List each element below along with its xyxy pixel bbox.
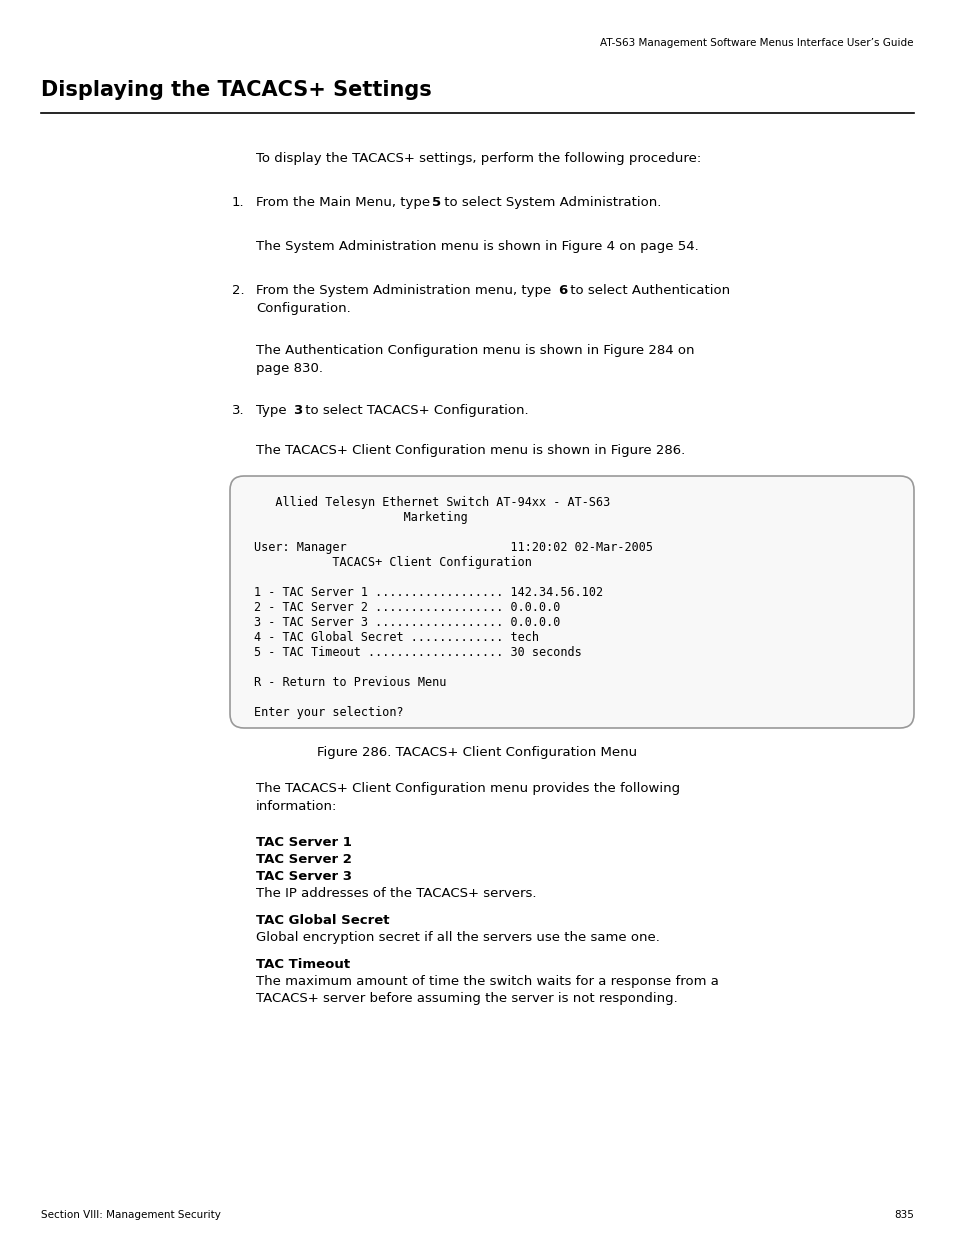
Text: 5 - TAC Timeout ................... 30 seconds: 5 - TAC Timeout ................... 30 s… <box>253 646 581 659</box>
Text: to select Authentication: to select Authentication <box>565 284 729 296</box>
Text: From the System Administration menu, type: From the System Administration menu, typ… <box>255 284 555 296</box>
Text: TACACS+ server before assuming the server is not responding.: TACACS+ server before assuming the serve… <box>255 992 677 1005</box>
Text: TAC Global Secret: TAC Global Secret <box>255 914 389 927</box>
Text: 5: 5 <box>432 196 440 209</box>
Text: 3 - TAC Server 3 .................. 0.0.0.0: 3 - TAC Server 3 .................. 0.0.… <box>253 616 559 629</box>
Text: information:: information: <box>255 800 337 813</box>
Text: The maximum amount of time the switch waits for a response from a: The maximum amount of time the switch wa… <box>255 974 719 988</box>
Text: TAC Timeout: TAC Timeout <box>255 958 350 971</box>
Text: Figure 286. TACACS+ Client Configuration Menu: Figure 286. TACACS+ Client Configuration… <box>316 746 637 760</box>
Text: 4 - TAC Global Secret ............. tech: 4 - TAC Global Secret ............. tech <box>253 631 538 643</box>
Text: Global encryption secret if all the servers use the same one.: Global encryption secret if all the serv… <box>255 931 659 944</box>
Text: The System Administration menu is shown in Figure 4 on page 54.: The System Administration menu is shown … <box>255 240 698 253</box>
Text: The Authentication Configuration menu is shown in Figure 284 on: The Authentication Configuration menu is… <box>255 345 694 357</box>
Text: 3.: 3. <box>232 404 244 417</box>
Text: page 830.: page 830. <box>255 362 323 375</box>
Text: Type: Type <box>255 404 291 417</box>
Text: TAC Server 3: TAC Server 3 <box>255 869 352 883</box>
FancyBboxPatch shape <box>230 475 913 727</box>
Text: 1 - TAC Server 1 .................. 142.34.56.102: 1 - TAC Server 1 .................. 142.… <box>253 585 602 599</box>
Text: TAC Server 2: TAC Server 2 <box>255 853 352 866</box>
Text: TACACS+ Client Configuration: TACACS+ Client Configuration <box>253 556 532 569</box>
Text: The IP addresses of the TACACS+ servers.: The IP addresses of the TACACS+ servers. <box>255 887 536 900</box>
Text: The TACACS+ Client Configuration menu is shown in Figure 286.: The TACACS+ Client Configuration menu is… <box>255 445 684 457</box>
Text: R - Return to Previous Menu: R - Return to Previous Menu <box>253 676 446 689</box>
Text: Configuration.: Configuration. <box>255 303 351 315</box>
Text: 1.: 1. <box>232 196 244 209</box>
Text: 835: 835 <box>893 1210 913 1220</box>
Text: Marketing: Marketing <box>253 511 467 524</box>
Text: User: Manager                       11:20:02 02-Mar-2005: User: Manager 11:20:02 02-Mar-2005 <box>253 541 652 555</box>
Text: TAC Server 1: TAC Server 1 <box>255 836 352 848</box>
Text: to select System Administration.: to select System Administration. <box>439 196 660 209</box>
Text: 2.: 2. <box>232 284 244 296</box>
Text: to select TACACS+ Configuration.: to select TACACS+ Configuration. <box>301 404 528 417</box>
Text: 2 - TAC Server 2 .................. 0.0.0.0: 2 - TAC Server 2 .................. 0.0.… <box>253 601 559 614</box>
Text: The TACACS+ Client Configuration menu provides the following: The TACACS+ Client Configuration menu pr… <box>255 782 679 795</box>
Text: 6: 6 <box>558 284 567 296</box>
Text: Displaying the TACACS+ Settings: Displaying the TACACS+ Settings <box>41 80 432 100</box>
Text: Section VIII: Management Security: Section VIII: Management Security <box>41 1210 221 1220</box>
Text: From the Main Menu, type: From the Main Menu, type <box>255 196 434 209</box>
Text: Allied Telesyn Ethernet Switch AT-94xx - AT-S63: Allied Telesyn Ethernet Switch AT-94xx -… <box>253 496 610 509</box>
Text: 3: 3 <box>293 404 302 417</box>
Text: To display the TACACS+ settings, perform the following procedure:: To display the TACACS+ settings, perform… <box>255 152 700 165</box>
Text: AT-S63 Management Software Menus Interface User’s Guide: AT-S63 Management Software Menus Interfa… <box>599 38 913 48</box>
Text: Enter your selection?: Enter your selection? <box>253 706 403 719</box>
